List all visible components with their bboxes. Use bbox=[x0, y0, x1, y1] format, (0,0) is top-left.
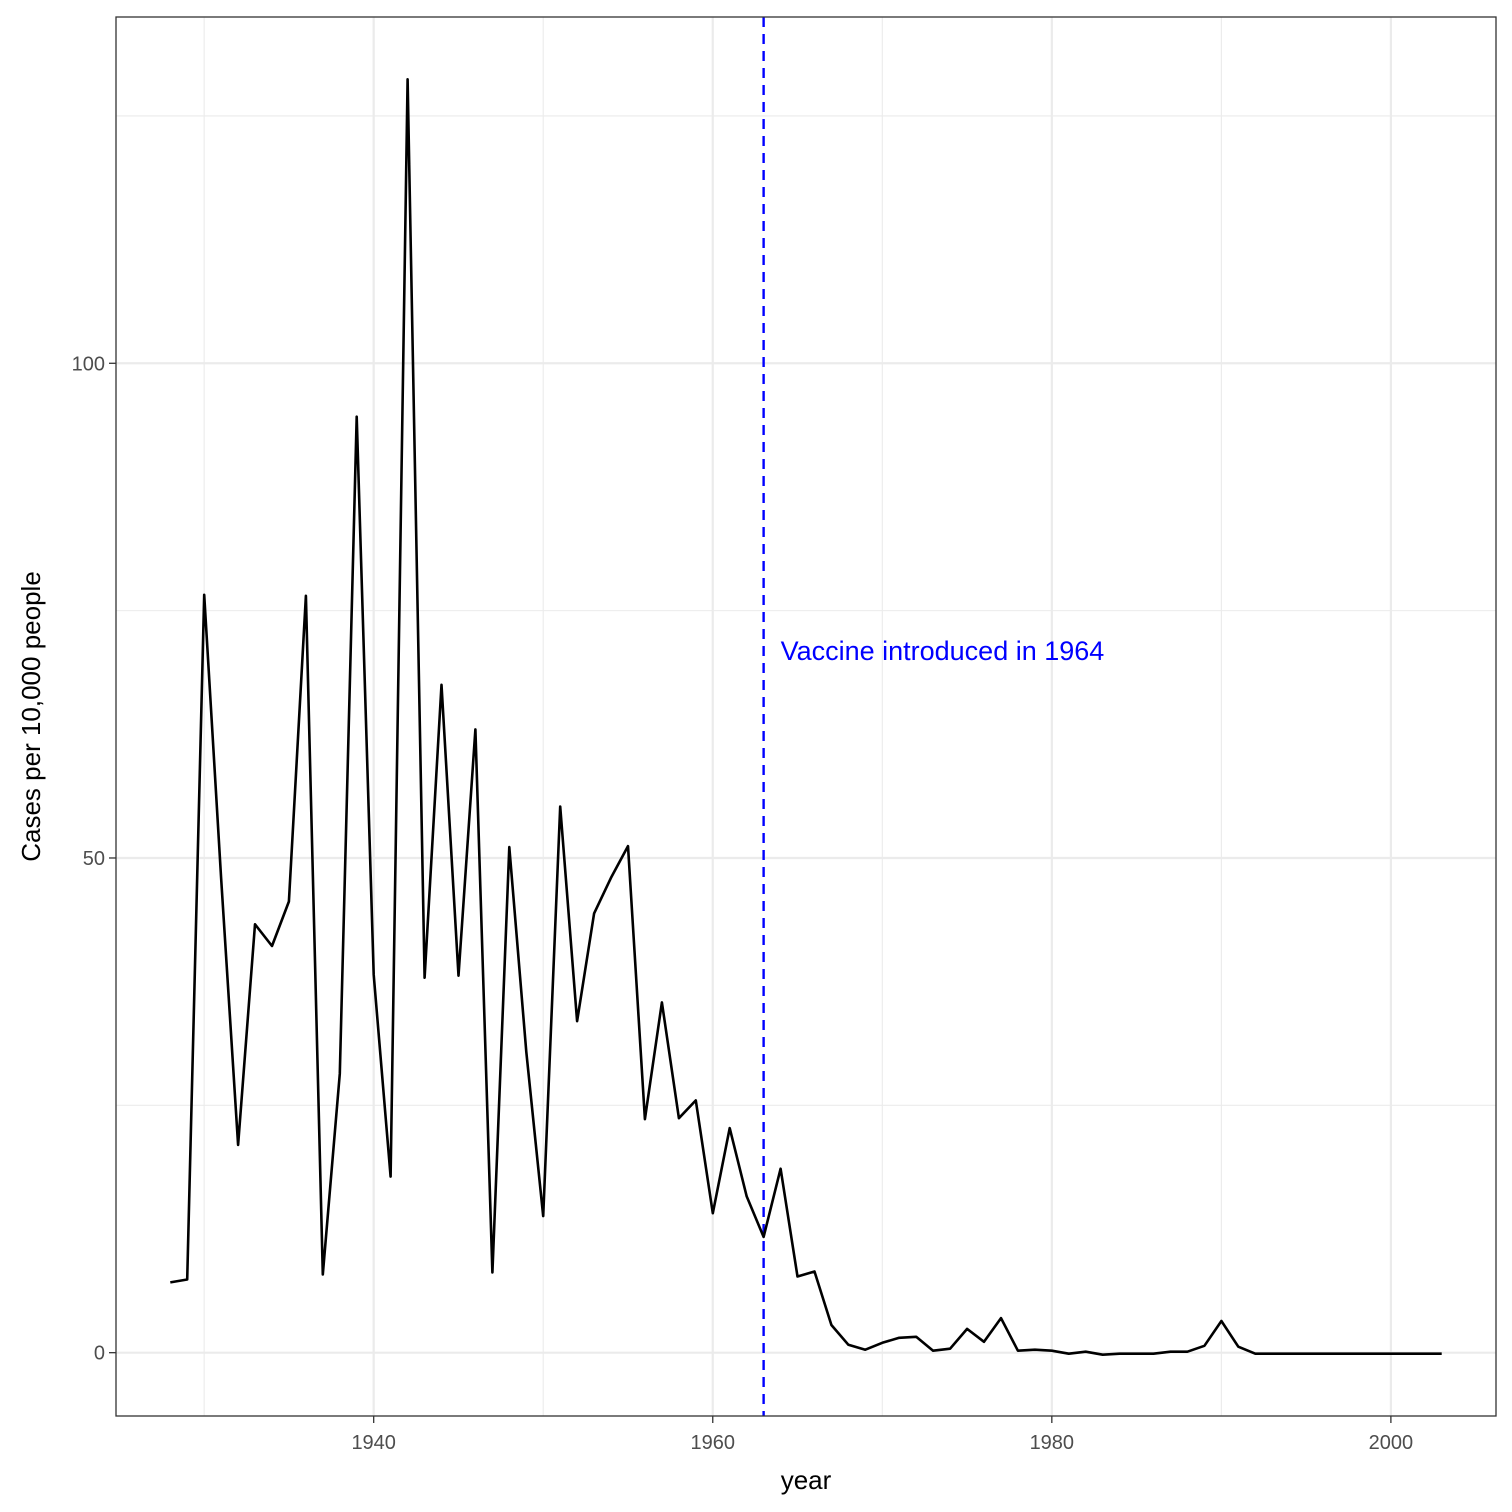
minor-gridlines bbox=[116, 17, 1496, 1416]
x-tick-label: 1980 bbox=[1030, 1432, 1075, 1454]
x-axis-ticks: 1940 1960 1980 2000 bbox=[351, 1416, 1413, 1454]
panel-border bbox=[115, 16, 1497, 1417]
y-tick-label: 100 bbox=[72, 353, 105, 375]
y-tick-label: 0 bbox=[94, 1343, 105, 1365]
x-tick-label: 1940 bbox=[351, 1432, 396, 1454]
y-tick-label: 50 bbox=[83, 848, 105, 870]
annotation-layer: Vaccine introduced in 1964 bbox=[781, 636, 1105, 666]
series-layer bbox=[170, 78, 1442, 1356]
vaccine-annotation: Vaccine introduced in 1964 bbox=[781, 636, 1105, 666]
y-axis-ticks: 0 50 100 bbox=[72, 353, 116, 1365]
major-gridlines bbox=[116, 17, 1496, 1416]
cases-line bbox=[170, 78, 1442, 1356]
y-axis-title: Cases per 10,000 people bbox=[16, 571, 46, 862]
x-tick-label: 1960 bbox=[691, 1432, 736, 1454]
x-tick-label: 2000 bbox=[1369, 1432, 1414, 1454]
x-axis-title: year bbox=[781, 1465, 832, 1495]
